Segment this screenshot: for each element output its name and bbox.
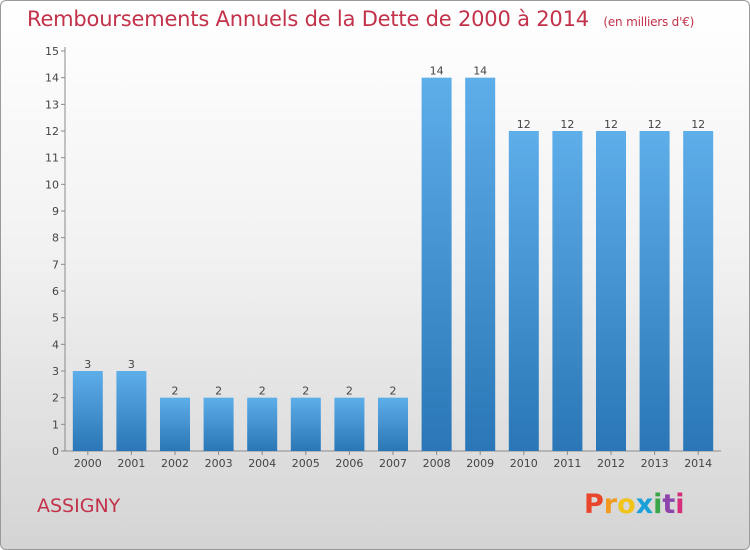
data-label-2010: 12 [517,118,531,131]
x-tick-label-2006: 2006 [335,457,363,470]
data-label-2003: 2 [215,385,222,398]
y-tick-label: 13 [45,98,59,111]
x-tick-label-2001: 2001 [117,457,145,470]
chart-title-text: Remboursements Annuels de la Dette de 20… [27,7,589,31]
y-tick-label: 5 [52,312,59,325]
x-tick-label-2009: 2009 [466,457,494,470]
x-tick-label-2013: 2013 [641,457,669,470]
y-tick-label: 12 [45,125,59,138]
data-label-2007: 2 [390,385,397,398]
commune-name: ASSIGNY [37,495,121,517]
data-label-2001: 3 [128,358,135,371]
x-tick-label-2011: 2011 [553,457,581,470]
y-tick-label: 1 [52,418,59,431]
x-tick-label-2008: 2008 [423,457,451,470]
bar-2006 [334,397,365,451]
y-tick-label: 8 [52,232,59,245]
bar-2012 [596,131,626,451]
bar-2007 [378,397,408,451]
bar-2003 [203,397,234,451]
x-tick-label-2002: 2002 [161,457,189,470]
bar-2014 [683,131,714,451]
y-tick-label: 15 [45,45,59,58]
x-tick-label-2004: 2004 [248,457,276,470]
data-label-2011: 12 [560,118,574,131]
x-tick-label-2003: 2003 [205,457,233,470]
data-label-2002: 2 [172,385,179,398]
data-label-2009: 14 [473,65,487,78]
logo-letter: r [603,489,618,520]
data-label-2005: 2 [302,385,309,398]
y-tick-label: 7 [52,258,59,271]
logo-letter: i [675,489,685,520]
y-tick-label: 4 [52,338,59,351]
data-label-2008: 14 [430,65,444,78]
data-label-2004: 2 [259,385,266,398]
x-tick-label-2012: 2012 [597,457,625,470]
logo-letter: i [653,489,663,520]
y-tick-label: 0 [52,445,59,458]
y-tick-label: 14 [45,72,59,85]
bar-2005 [290,397,321,451]
y-tick-label: 9 [52,205,59,218]
y-tick-label: 10 [45,178,59,191]
bar-2011 [552,131,583,451]
x-tick-label-2005: 2005 [292,457,320,470]
data-label-2012: 12 [604,118,618,131]
y-tick-label: 11 [45,152,59,165]
bar-2004 [247,397,278,451]
logo-letter: x [635,489,654,520]
bar-2009 [465,77,496,452]
data-label-2013: 12 [648,118,662,131]
logo-letter: t [662,489,676,520]
bar-2001 [116,371,147,451]
x-tick-label-2007: 2007 [379,457,407,470]
y-tick-label: 2 [52,392,59,405]
x-tick-label-2000: 2000 [74,457,102,470]
y-tick-label: 3 [52,365,59,378]
logo-letter: P [584,489,604,520]
bar-2010 [508,131,539,451]
x-tick-label-2010: 2010 [510,457,538,470]
data-label-2006: 2 [346,385,353,398]
bar-2013 [639,131,670,451]
y-tick-label: 6 [52,285,59,298]
chart-title: Remboursements Annuels de la Dette de 20… [27,7,694,31]
data-label-2000: 3 [84,358,91,371]
chart-subtitle: (en milliers d'€) [603,15,695,29]
data-label-2014: 12 [691,118,705,131]
x-tick-label-2014: 2014 [684,457,712,470]
logo-letter: o [617,489,636,520]
bar-2000 [72,371,103,451]
bar-2008 [421,77,452,452]
proxiti-logo: Proxiti [584,489,685,520]
bar-2002 [160,397,190,451]
